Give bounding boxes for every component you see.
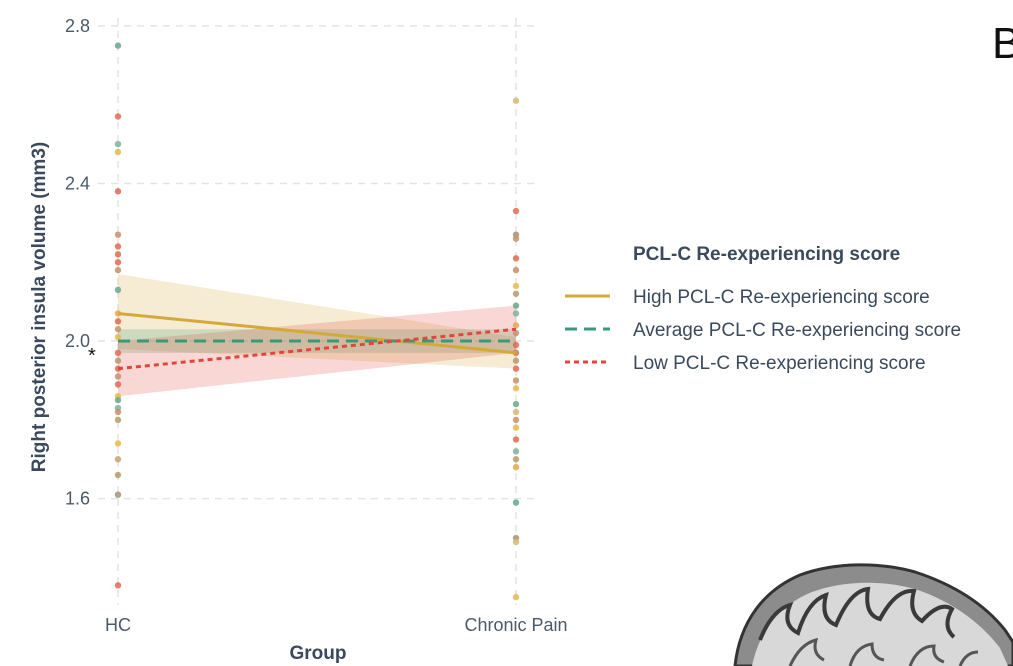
data-point (512, 255, 520, 262)
series-line (117, 311, 517, 355)
data-point (114, 318, 122, 325)
data-point (114, 381, 122, 388)
data-point (512, 593, 520, 601)
data-point (114, 396, 122, 404)
data-point (512, 499, 520, 506)
data-point (114, 326, 122, 333)
data-point (512, 377, 520, 384)
x-tick-labels: HC Chronic Pain (105, 615, 568, 635)
data-point (114, 231, 122, 238)
trend-lines (117, 311, 517, 371)
legend-label: Average PCL-C Re-experiencing score (633, 320, 961, 341)
confidence-ribbon (118, 274, 516, 369)
confidence-ribbons (118, 274, 516, 397)
data-point (512, 424, 520, 431)
data-point (512, 436, 520, 443)
data-point (114, 408, 122, 416)
data-point (512, 207, 520, 215)
data-point (512, 400, 520, 408)
data-point (512, 385, 520, 392)
data-point (512, 322, 520, 329)
data-point (114, 440, 122, 447)
data-point (114, 349, 122, 357)
data-point (512, 408, 520, 416)
confidence-ribbon (118, 305, 516, 397)
data-point (512, 365, 520, 372)
data-point (512, 538, 520, 546)
data-point (114, 148, 122, 156)
y-tick-label: 2.4 (65, 173, 90, 193)
data-point (114, 416, 122, 424)
data-point (114, 471, 122, 479)
y-tick-label: 2.0 (65, 331, 90, 351)
legend-label: Low PCL-C Re-experiencing score (633, 353, 926, 374)
data-point (512, 302, 520, 309)
legend-items: High PCL-C Re-experiencing score Average … (565, 287, 961, 374)
y-tick-labels: 2.8 2.4 2.0 1.6 (65, 16, 90, 509)
x-tick-label: HC (105, 615, 131, 635)
series-line (117, 327, 517, 371)
data-point (114, 266, 122, 274)
data-point (114, 243, 122, 250)
y-tick-label: 2.8 (65, 16, 90, 36)
data-point (512, 341, 520, 349)
data-points (114, 42, 520, 601)
data-point (114, 140, 122, 148)
data-point (114, 333, 122, 341)
data-point (512, 448, 520, 455)
data-point (512, 416, 520, 424)
data-point (512, 463, 520, 471)
data-point (114, 582, 122, 589)
data-point (512, 329, 520, 337)
panel-letter: B (992, 19, 1013, 68)
data-point (512, 310, 520, 317)
significance-marker: * (88, 345, 96, 367)
data-point (114, 491, 122, 498)
data-point (512, 290, 520, 297)
data-point (512, 282, 520, 290)
data-point (512, 266, 520, 274)
legend: PCL-C Re-experiencing score High PCL-C R… (565, 244, 961, 374)
data-point (114, 251, 122, 258)
data-point (114, 373, 122, 380)
y-tick-label: 1.6 (65, 489, 90, 509)
data-point (114, 259, 122, 266)
data-point (512, 456, 520, 463)
data-point (114, 188, 122, 195)
legend-title: PCL-C Re-experiencing score (633, 244, 900, 265)
data-point (512, 235, 520, 242)
data-point (114, 42, 122, 49)
data-point (114, 113, 122, 120)
x-axis-title: Group (290, 643, 347, 664)
data-point (512, 97, 520, 104)
data-point (114, 357, 122, 364)
legend-label: High PCL-C Re-experiencing score (633, 287, 930, 308)
data-point (114, 286, 122, 294)
data-point (512, 357, 520, 364)
y-axis-title: Right posterior insula volume (mm3) (29, 142, 50, 472)
brain-slice-image (733, 563, 1013, 666)
x-tick-label: Chronic Pain (464, 615, 567, 635)
data-point (114, 456, 122, 463)
